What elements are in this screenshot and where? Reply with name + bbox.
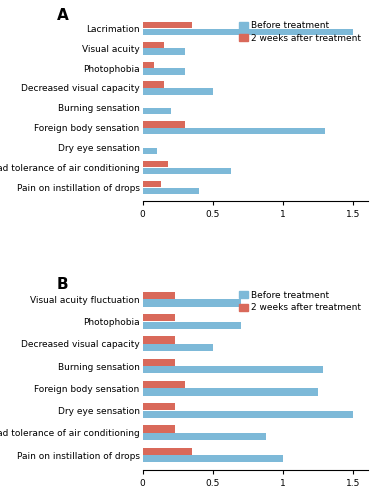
Bar [142, 411, 353, 418]
Legend: Before treatment, 2 weeks after treatment: Before treatment, 2 weeks after treatmen… [238, 20, 363, 44]
Bar [142, 88, 213, 94]
Bar [142, 188, 199, 194]
Bar [142, 433, 266, 440]
Text: A: A [57, 8, 69, 22]
Bar [142, 161, 168, 168]
Bar [142, 62, 154, 68]
Bar [142, 314, 175, 322]
Bar [142, 168, 231, 174]
Bar [142, 366, 322, 374]
Bar [142, 22, 192, 28]
Bar [142, 128, 325, 134]
Bar [142, 448, 192, 455]
Bar [142, 300, 241, 306]
Bar [142, 28, 353, 35]
Bar [142, 426, 175, 432]
Bar [142, 292, 175, 299]
Bar [142, 108, 171, 114]
Bar [142, 48, 184, 55]
Bar [142, 322, 241, 329]
Text: B: B [57, 277, 69, 292]
Bar [142, 456, 283, 462]
Bar [142, 68, 184, 74]
Bar [142, 381, 184, 388]
Bar [142, 336, 175, 344]
Bar [142, 403, 175, 410]
Bar [142, 148, 157, 154]
Bar [142, 121, 184, 128]
Bar [142, 388, 318, 396]
Bar [142, 344, 213, 351]
Bar [142, 358, 175, 366]
Bar [142, 181, 161, 187]
Legend: Before treatment, 2 weeks after treatment: Before treatment, 2 weeks after treatmen… [238, 289, 363, 314]
Bar [142, 82, 164, 88]
Bar [142, 42, 164, 48]
